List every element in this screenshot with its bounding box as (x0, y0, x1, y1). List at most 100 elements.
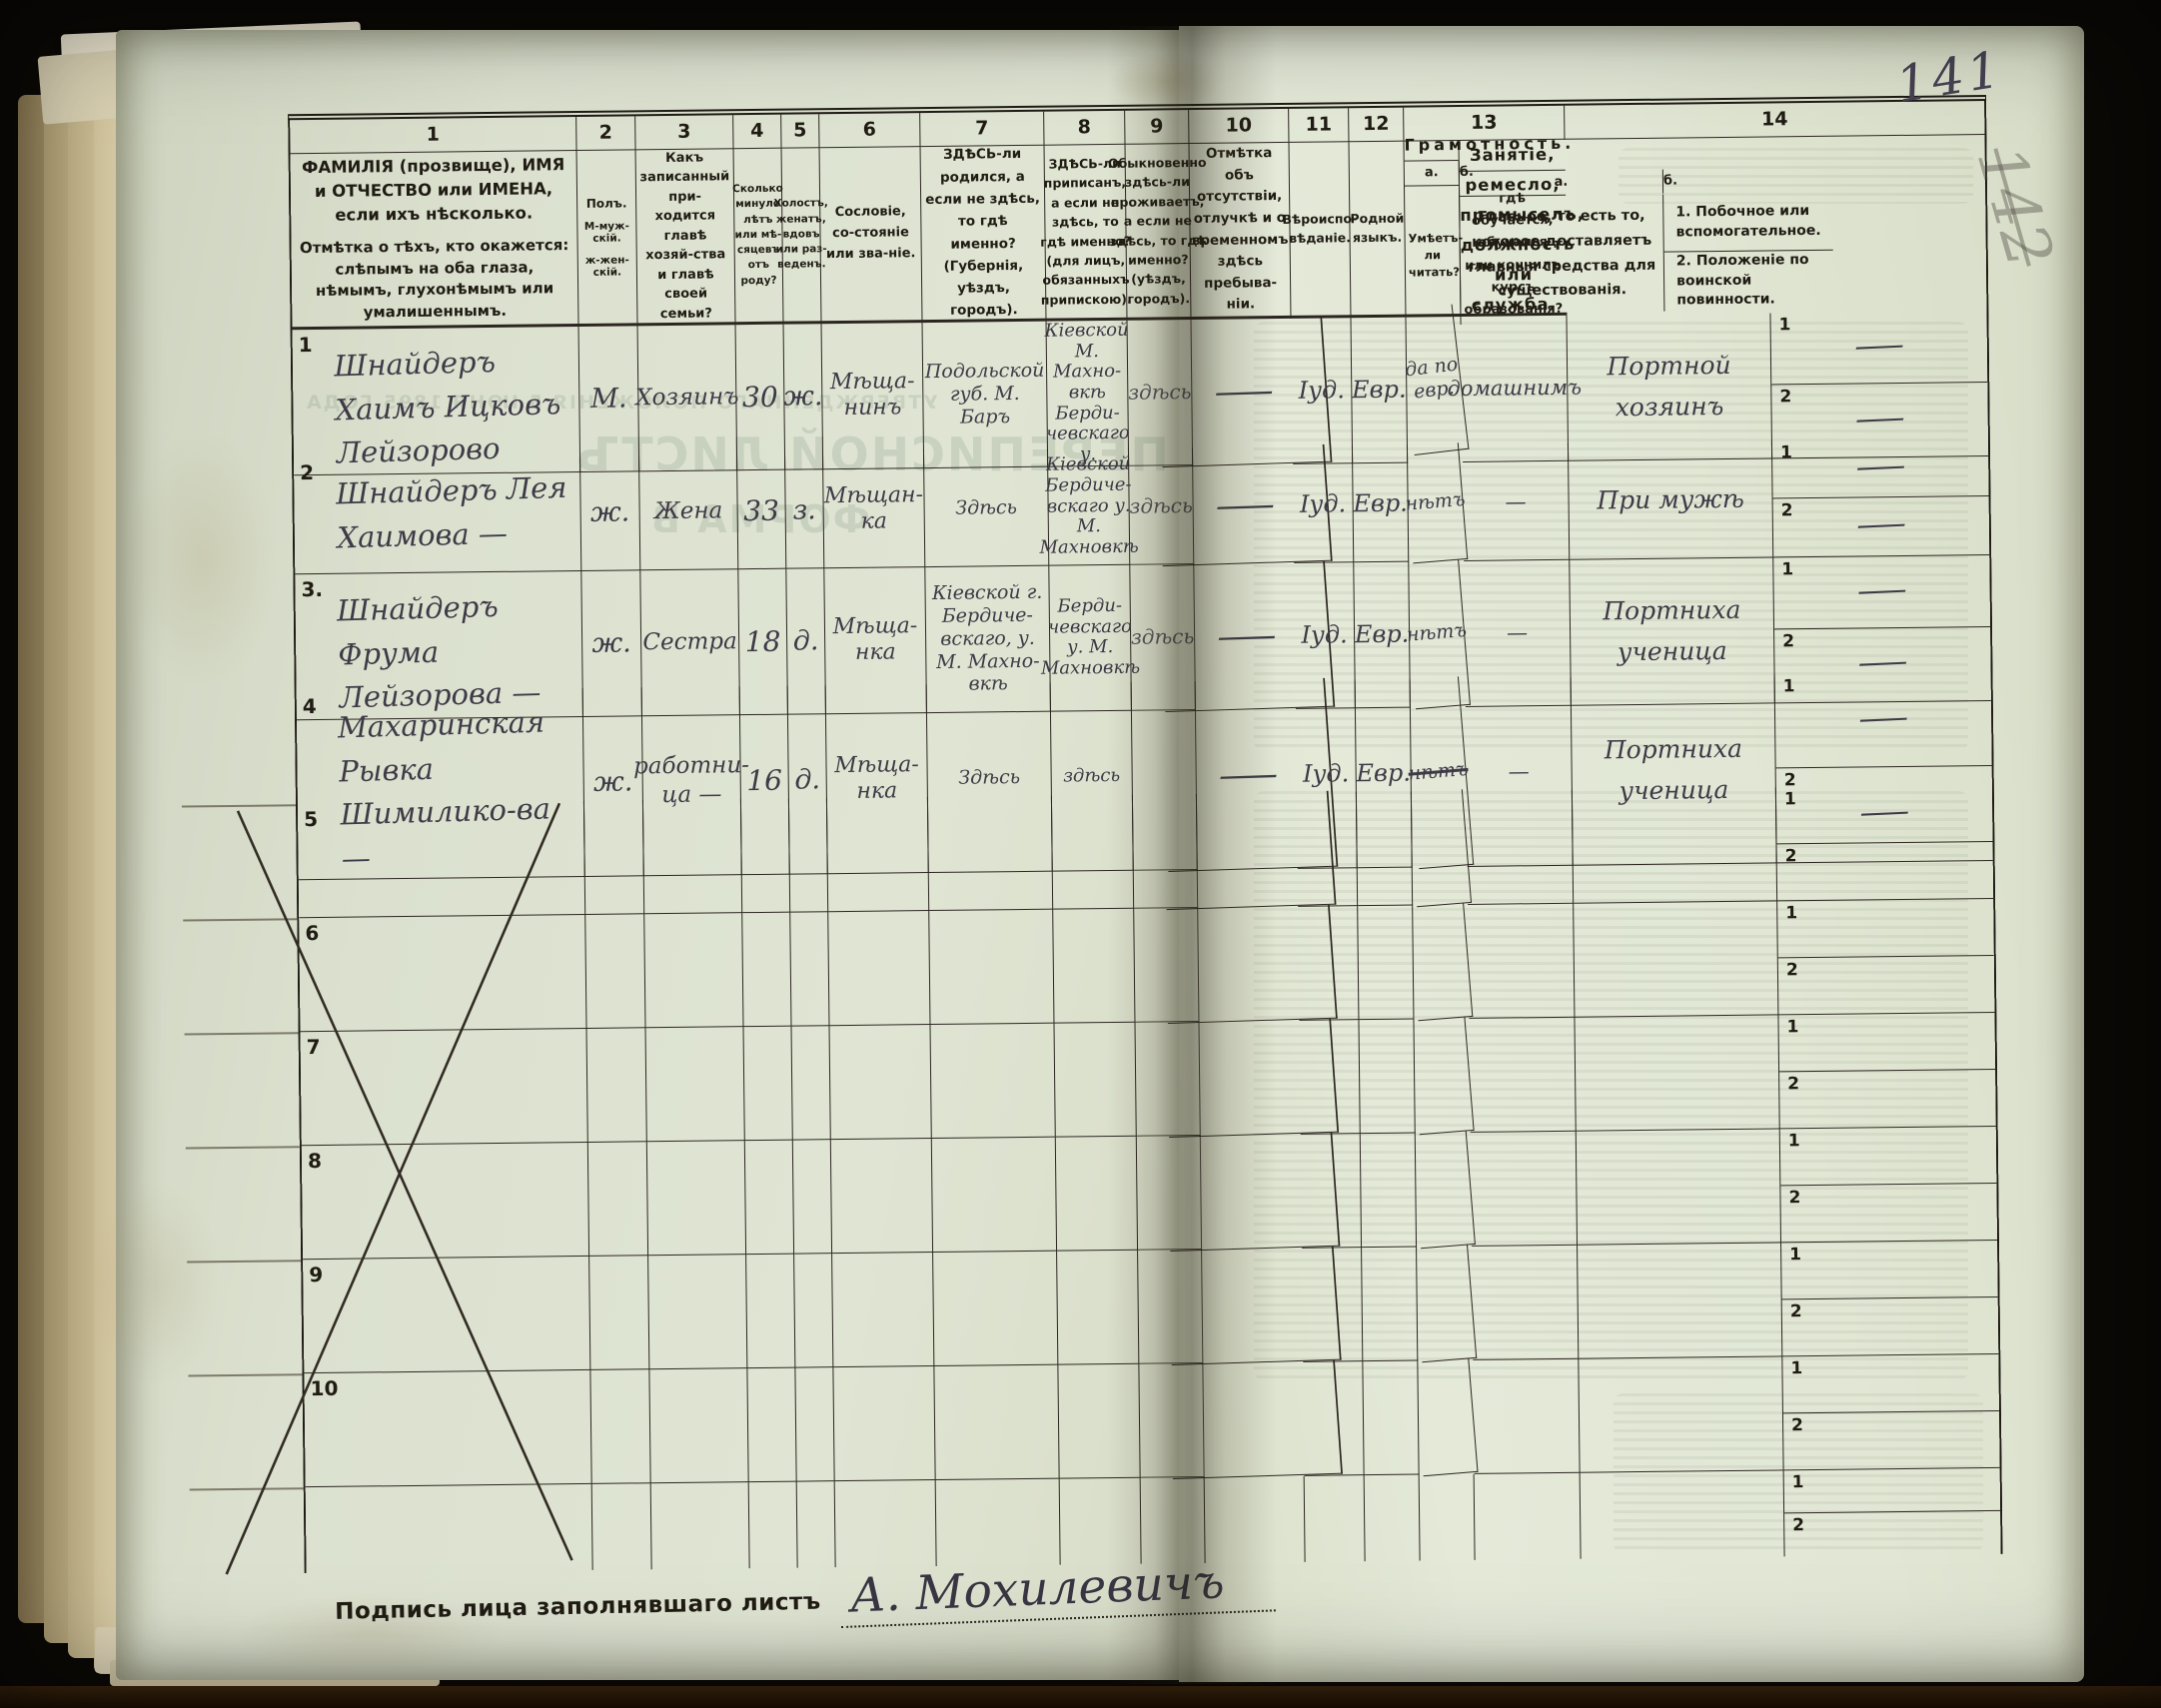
cell-birthplace (934, 1364, 1060, 1481)
side-occupation-half-2: 2 (1783, 1410, 2000, 1469)
sub-row-2-label: 2 (1784, 845, 1797, 866)
cell-sex (589, 1256, 650, 1370)
tail-cell (1474, 1472, 1582, 1560)
cell-registration (1055, 1136, 1139, 1252)
cell-estate: Мѣщан-ка (822, 450, 926, 569)
cell-education (1466, 789, 1575, 905)
header-occupation-b-label: б. (1662, 173, 1678, 189)
header-sex-title: Полъ. (585, 195, 627, 211)
column-number: 10 (1189, 108, 1290, 145)
cell-birthplace (927, 795, 1054, 912)
cell-occupation (1575, 1015, 1780, 1132)
cell-occupation: При мужѣ (1568, 440, 1774, 560)
cell-occupation (1572, 787, 1778, 904)
cell-education (1469, 1017, 1577, 1133)
side-occupation-value-1: — (1852, 444, 1908, 485)
header-language: Родной языкъ. (1349, 141, 1407, 319)
cell-education: домашнимъ (1447, 315, 1582, 462)
header-occupation-side-1: 1. Побочное или вспомогательное. (1663, 192, 1833, 253)
cell-birthplace (931, 1137, 1058, 1254)
side-occupation-half-2: 2 (1780, 1183, 1997, 1242)
cell-registration: Кіевской Бердиче-вскаго у. М. Махновкѣ (1039, 447, 1139, 566)
sub-row-2-label: 2 (1787, 1073, 1800, 1094)
cell-occupation (1574, 901, 1779, 1018)
cell-side-occupation: 1 2 (1778, 1012, 1996, 1130)
side-occupation-value-1: — (1855, 696, 1911, 737)
table-row: 1 Шнайдеръ Хаимъ Ицковъ Лейзорово М. Хоз… (292, 304, 1989, 476)
cell-relation (645, 1027, 745, 1143)
table-row: 2 Шнайдеръ Лея Хаимова — ж. Жена 33 з. М… (294, 438, 1990, 575)
cell-occupation: Портной хозяинъ (1567, 313, 1773, 461)
column-number: 2 (576, 116, 636, 152)
header-sex: Полъ. М-муж-скій. ж-жен-скій. (576, 150, 638, 327)
header-estate: Сословіе, со-стояніе или зва-ніе. (819, 147, 923, 325)
header-sex-female: ж-жен-скій. (584, 253, 629, 279)
side-occupation-value-2: — (1853, 503, 1909, 544)
tail-cell-side-occupation: 1 2 (1783, 1467, 2001, 1556)
table-row: 3. Шнайдеръ Фрума Лейзорова — ж. Сестра … (295, 554, 1991, 720)
cell-estate (829, 1025, 932, 1141)
cell-relation: Жена (638, 452, 739, 571)
cell-literacy (1414, 1358, 1479, 1477)
sub-row-2-label: 2 (1785, 959, 1798, 980)
cell-birthplace (929, 909, 1055, 1026)
cell-estate (830, 1139, 934, 1255)
cell-relation (642, 799, 743, 915)
side-occupation-half-1: 1 — (1771, 438, 1989, 499)
signature-label: Подпись лица заполнявшаго листъ (334, 1588, 821, 1625)
cell-marital-status (790, 912, 830, 1027)
cell-marital-status: ж. (783, 324, 824, 470)
cell-marital-status (794, 1254, 834, 1368)
cell-education (1473, 1358, 1581, 1474)
cell-age (746, 1254, 796, 1369)
cell-marital-status (795, 1367, 835, 1482)
cell-native-language (1363, 1360, 1420, 1476)
side-occupation-half-1: 1 (1777, 898, 1994, 958)
cell-estate (832, 1253, 935, 1368)
cell-literacy (1413, 1245, 1478, 1363)
cell-birthplace: Здѣсь (923, 448, 1050, 568)
header-literacy-group: Грамотность. а. б. Умѣетъ-ли читать? гдѣ… (1404, 130, 1575, 326)
tail-side-half-2: 2 (1784, 1511, 2000, 1556)
crossed-out-rows-mark (225, 802, 573, 1575)
cell-native-language (1356, 791, 1414, 907)
census-table: 1 2 3 4 5 6 7 8 9 10 11 12 13 14 ФАМИЛІЯ… (181, 95, 2003, 1575)
cell-education (1470, 1131, 1579, 1247)
header-literacy-can-read: Умѣетъ-ли читать? (1405, 186, 1463, 326)
cell-side-occupation: 1 2 (1781, 1240, 1999, 1357)
column-number: 8 (1044, 110, 1126, 146)
header-relation: Какъ записанный при-ходится главѣ хозяй-… (635, 149, 736, 327)
cell-age: 30 (735, 324, 786, 471)
cell-birthplace (930, 1023, 1056, 1140)
cell-sex (590, 1369, 651, 1484)
cell-religion: Іуд. (1292, 445, 1355, 563)
side-occupation-half-1: 1 (1782, 1353, 1999, 1413)
sub-row-1-label: 1 (1779, 442, 1793, 463)
cell-native-language (1362, 1247, 1419, 1362)
cell-age (747, 1367, 797, 1483)
side-occupation-half-1: 1 (1779, 1126, 1997, 1186)
cell-religion (1303, 1361, 1365, 1476)
header-marital: Холостъ, женатъ, вдовъ или раз-веденъ. (773, 148, 828, 325)
cell-estate (828, 911, 931, 1027)
cell-native-language (1358, 905, 1415, 1021)
cell-registration (1057, 1250, 1140, 1365)
cell-sex (587, 1142, 649, 1257)
cell-native-language: Евр. (1351, 317, 1409, 464)
cell-estate (826, 797, 930, 913)
cell-literacy (1411, 1131, 1476, 1250)
header-surname: ФАМИЛІЯ (прозвище), ИМЯ и ОТЧЕСТВО или И… (290, 151, 579, 331)
side-occupation-half-1: 1 — (1773, 554, 1991, 630)
cell-native-language (1359, 1019, 1416, 1135)
cell-literacy (1407, 789, 1473, 908)
cell-religion (1302, 1248, 1364, 1362)
side-occupation-half-1: 1 (1775, 784, 1993, 844)
cell-estate (833, 1366, 936, 1482)
tail-cell (591, 1483, 652, 1570)
column-number: 4 (733, 114, 782, 150)
side-occupation-half-1: 1 — (1774, 671, 1992, 769)
table-surface (0, 1686, 2161, 1708)
cell-occupation (1578, 1243, 1783, 1359)
sub-row-2-label: 2 (1788, 1187, 1801, 1208)
